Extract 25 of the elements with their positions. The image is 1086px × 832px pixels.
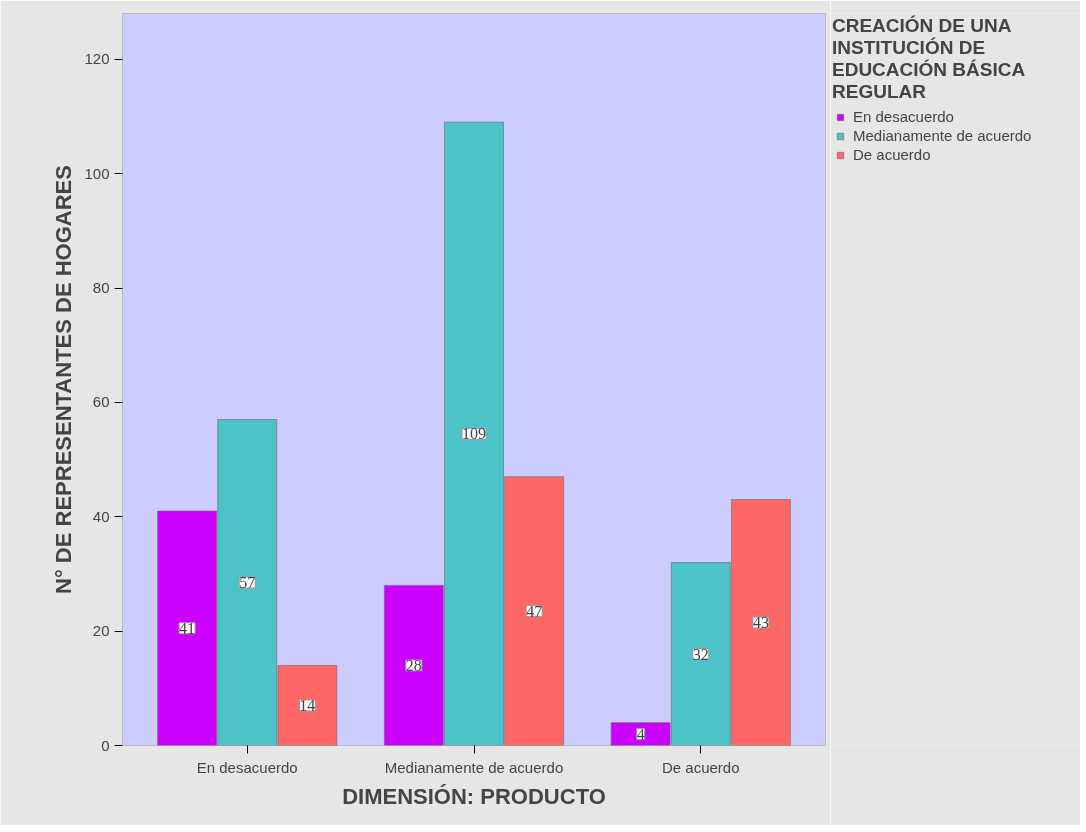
legend-label: En desacuerdo: [853, 108, 954, 125]
y-tick-label: 60: [92, 393, 110, 411]
data-label: 41: [179, 619, 196, 637]
data-label: 28: [405, 656, 422, 674]
y-tick-label: 120: [84, 50, 110, 68]
legend-label: De acuerdo: [853, 146, 931, 163]
data-label: 4: [636, 725, 645, 743]
y-tick-label: 100: [84, 164, 110, 182]
y-tick-label: 0: [101, 736, 110, 754]
y-tick-label: 20: [92, 622, 110, 640]
x-tick-label: En desacuerdo: [196, 758, 298, 776]
legend-label: Medianamente de acuerdo: [853, 127, 1032, 144]
y-tick-label: 80: [92, 279, 110, 296]
x-tick-label: De acuerdo: [662, 758, 740, 776]
data-label: 14: [299, 696, 316, 714]
y-tick-label: 40: [92, 507, 110, 525]
data-label: 32: [692, 645, 709, 663]
x-tick-label: Medianamente de acuerdo: [384, 758, 564, 776]
data-label: 43: [752, 614, 769, 632]
data-label: 109: [462, 425, 486, 443]
y-axis-title: N° DE REPRESENTANTES DE HOGARES: [51, 165, 77, 594]
data-label: 47: [526, 602, 543, 620]
data-label: 57: [239, 574, 256, 592]
x-axis-title: DIMENSIÓN: PRODUCTO: [342, 783, 606, 809]
legend-title: CREACIÓN DE UNA INSTITUCIÓN DE EDUCACIÓN BÁSICA REGULAR: [832, 15, 1027, 103]
